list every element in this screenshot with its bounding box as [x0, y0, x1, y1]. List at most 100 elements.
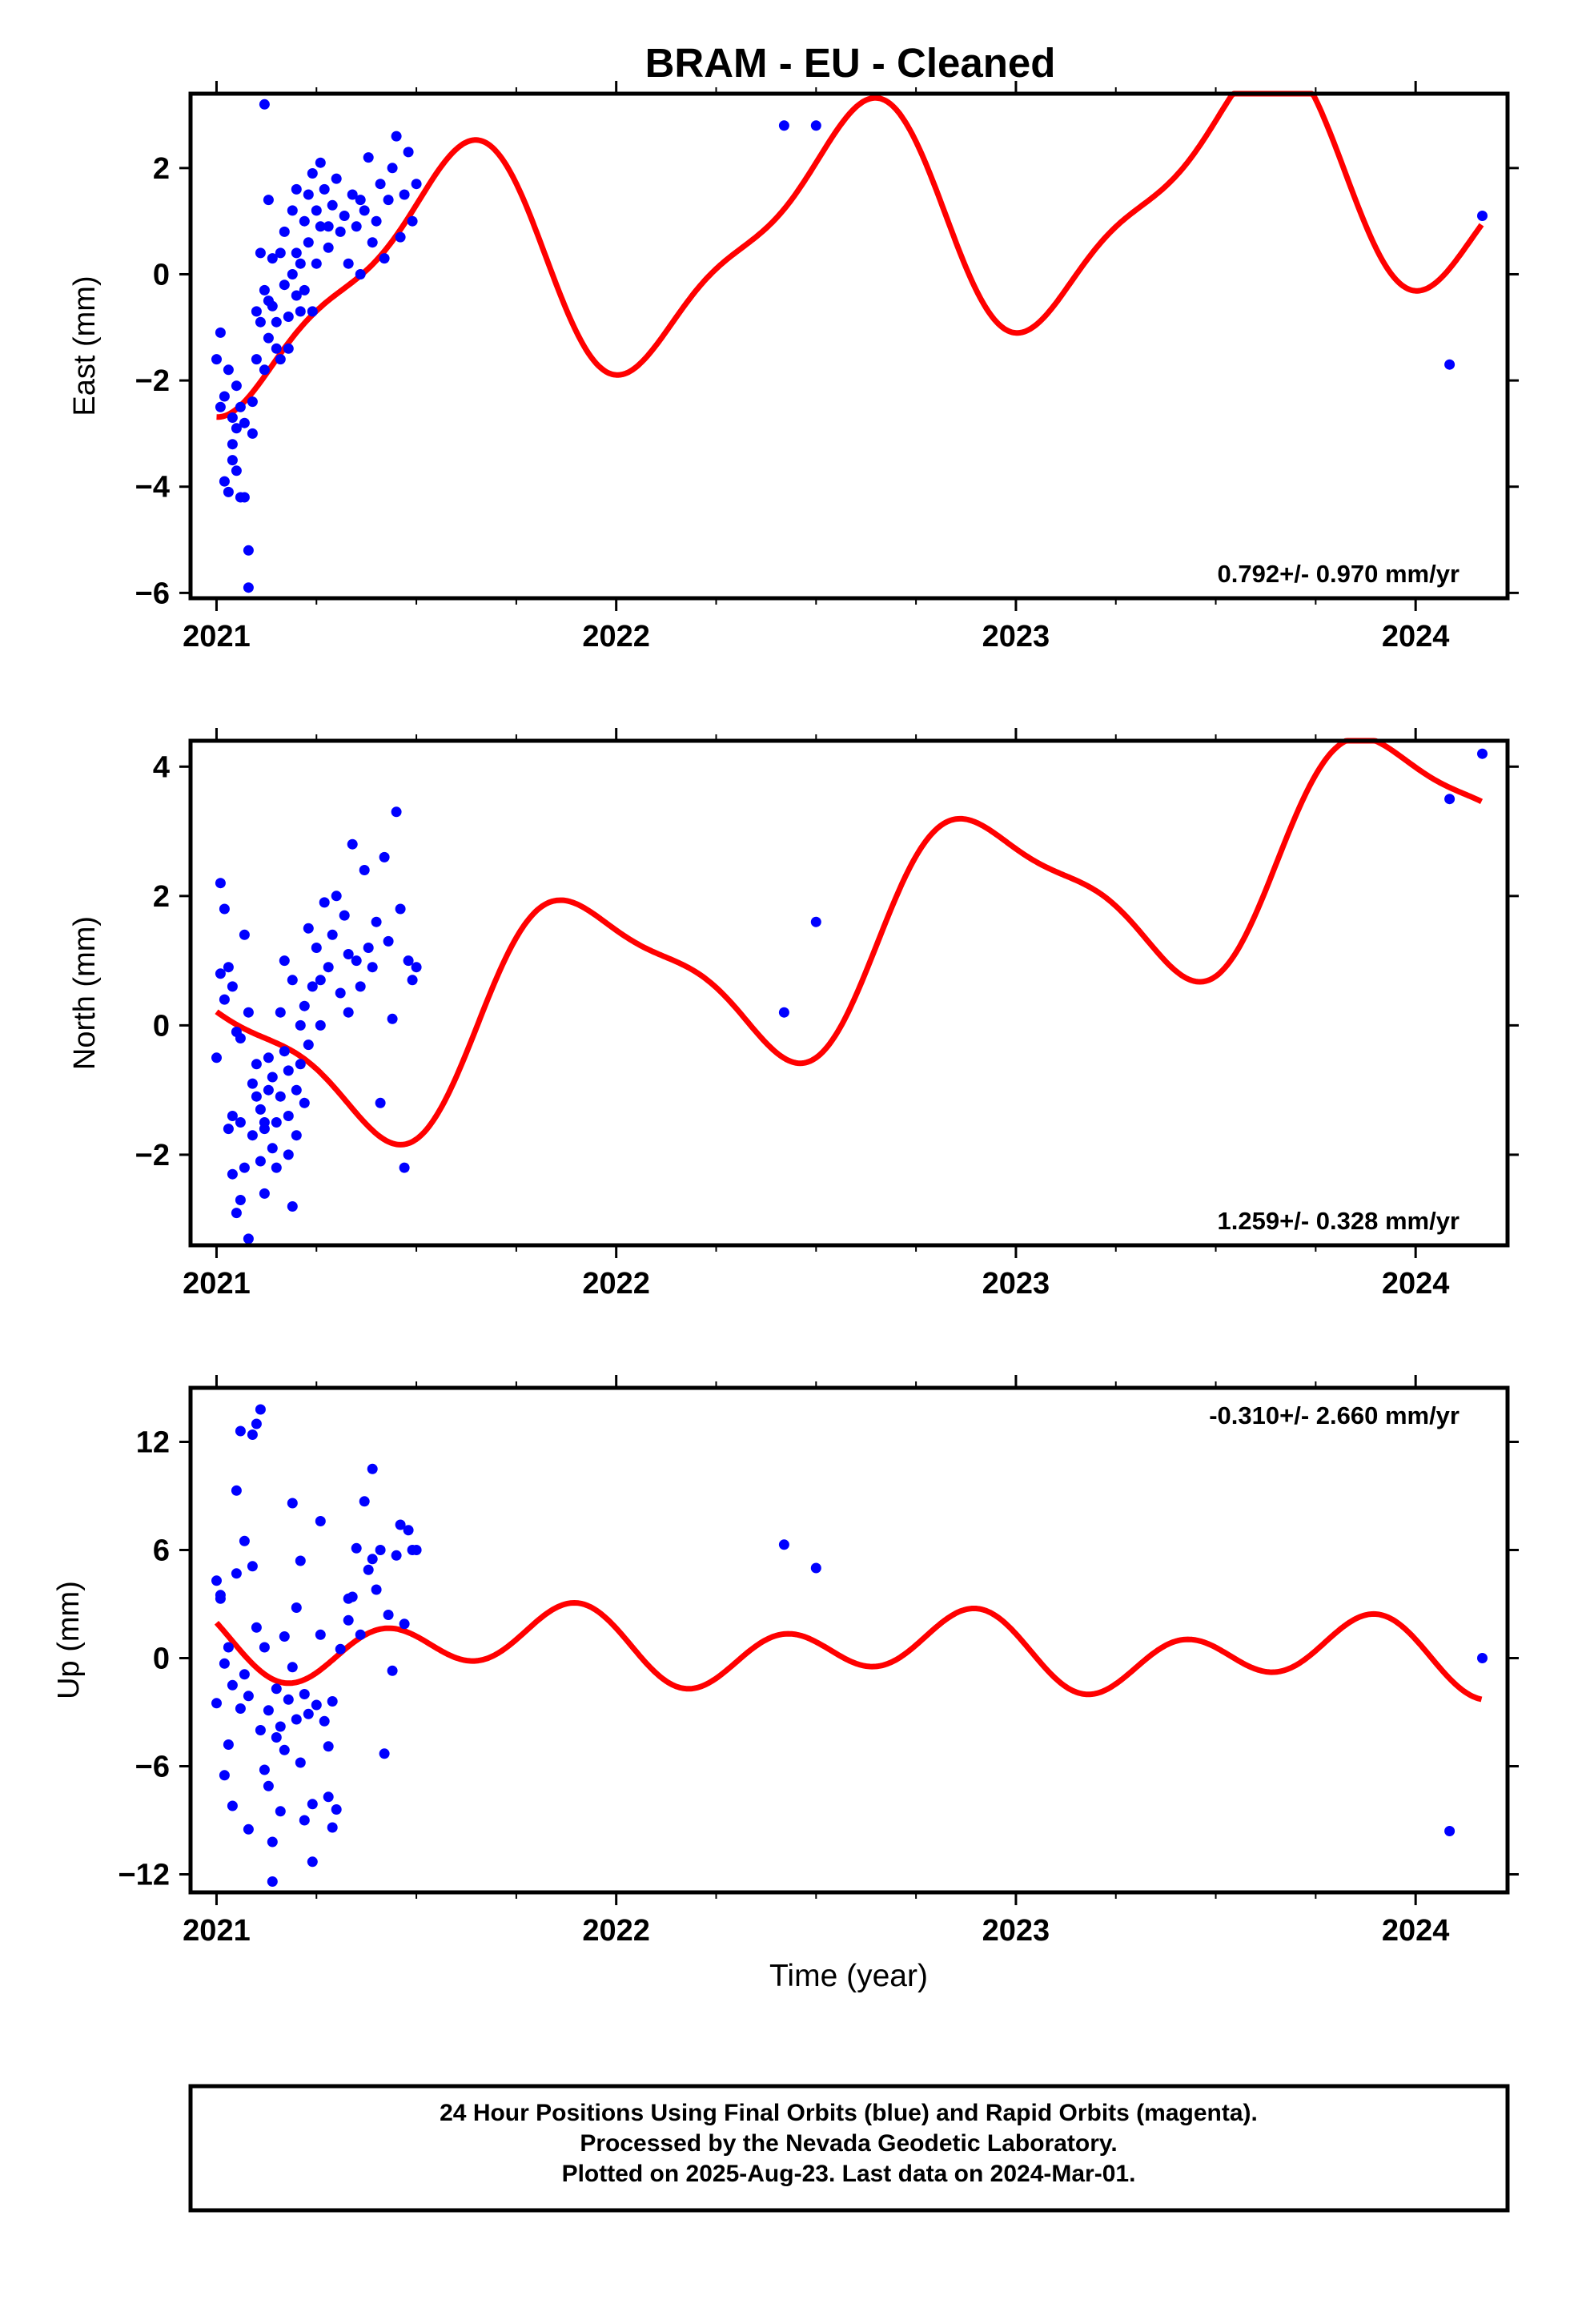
north-data-point [215, 878, 226, 889]
north-data-point [263, 1084, 274, 1096]
chart-title: BRAM - EU - Cleaned [645, 40, 1056, 86]
up-ticks [179, 1375, 1519, 1905]
up-y-tick-label: 6 [153, 1534, 170, 1568]
east-points [211, 99, 1488, 593]
north-data-point [223, 962, 234, 973]
up-data-point [259, 1642, 270, 1653]
north-data-point [263, 1052, 274, 1063]
north-data-point [395, 903, 406, 915]
east-data-point [291, 183, 302, 195]
east-data-point [271, 316, 282, 328]
north-y-axis-label: North (mm) [68, 916, 102, 1070]
east-tick-labels: 2021 2022 2023 2024 −6 −4 −2 0 2 [135, 152, 1450, 653]
east-data-point [251, 354, 262, 365]
north-data-point [411, 962, 422, 973]
east-data-point [363, 152, 374, 163]
up-data-point [223, 1739, 234, 1750]
east-data-point [291, 290, 302, 301]
north-data-point [323, 962, 334, 973]
east-data-point [383, 195, 394, 206]
up-data-point [299, 1689, 310, 1699]
east-y-tick-label: 0 [153, 258, 170, 292]
up-data-point [375, 1545, 386, 1555]
north-data-point [215, 968, 226, 979]
north-data-point [211, 1052, 222, 1063]
east-data-point [387, 163, 398, 174]
north-data-point [283, 1111, 294, 1121]
up-data-point [279, 1744, 290, 1755]
east-data-point [351, 221, 362, 232]
up-data-point [259, 1764, 270, 1775]
north-data-point [299, 1000, 310, 1011]
east-data-point [323, 242, 334, 253]
north-x-tick-label: 2021 [183, 1267, 251, 1301]
up-data-point [267, 1836, 278, 1848]
footer-line-2: Processed by the Nevada Geodetic Laborat… [580, 2130, 1117, 2157]
x-axis-label: Time (year) [769, 1959, 928, 1993]
up-data-point [303, 1708, 314, 1719]
east-data-point [275, 354, 286, 365]
north-data-point [259, 1117, 270, 1128]
north-data-point [275, 1007, 286, 1018]
up-data-point [399, 1618, 410, 1630]
north-data-point [259, 1188, 270, 1199]
up-data-point [327, 1822, 338, 1833]
north-panel: 2021 2022 2023 2024 −2 0 2 4 North (mm) 1.259+/… [68, 728, 1519, 1301]
north-data-point [399, 1162, 410, 1173]
east-data-point [331, 173, 342, 184]
up-data-point [319, 1715, 330, 1727]
up-data-point [335, 1643, 346, 1655]
up-data-point [231, 1568, 242, 1579]
east-data-point [287, 205, 298, 216]
footer-line-3: Plotted on 2025-Aug-23. Last data on 202… [562, 2161, 1136, 2187]
east-data-point [227, 439, 238, 450]
up-data-point [383, 1610, 394, 1620]
north-data-point [255, 1104, 266, 1115]
east-data-point [279, 279, 290, 291]
east-data-point [1444, 359, 1456, 370]
up-data-point [243, 1691, 254, 1702]
north-data-point [283, 1065, 294, 1076]
east-data-point [327, 199, 338, 211]
east-y-tick-label: −4 [135, 471, 170, 505]
north-data-point [351, 955, 362, 967]
up-x-tick-label: 2021 [183, 1914, 251, 1948]
east-data-point [223, 364, 234, 376]
east-data-point [235, 401, 246, 412]
north-plot-frame [188, 738, 1510, 1248]
up-data-point [311, 1699, 322, 1711]
up-data-point [287, 1498, 298, 1509]
east-data-point [263, 332, 274, 344]
north-data-point [287, 1201, 298, 1212]
east-data-point [299, 215, 310, 227]
north-data-point [291, 1130, 302, 1141]
up-y-tick-label: 12 [136, 1426, 170, 1460]
east-data-point [379, 253, 390, 264]
up-data-point [235, 1703, 246, 1714]
up-x-tick-label: 2024 [1382, 1914, 1450, 1948]
east-data-point [343, 258, 354, 269]
east-data-point [275, 247, 286, 259]
north-data-point [1444, 794, 1456, 805]
east-data-point [239, 417, 250, 428]
east-data-point [287, 269, 298, 279]
east-y-tick-label: −6 [135, 577, 170, 610]
east-data-point [283, 312, 294, 322]
north-data-point [343, 949, 354, 959]
east-data-point [407, 215, 418, 227]
east-data-point [315, 157, 326, 168]
up-y-tick-label: 0 [153, 1642, 170, 1676]
up-data-point [243, 1823, 254, 1835]
north-data-point [339, 910, 350, 921]
north-data-point [227, 1111, 238, 1121]
up-data-point [235, 1425, 246, 1437]
up-rate-label: -0.310+/- 2.660 mm/yr [1209, 1401, 1460, 1429]
north-tick-labels: 2021 2022 2023 2024 −2 0 2 4 [135, 750, 1450, 1301]
up-data-point [295, 1555, 306, 1566]
up-data-point [211, 1698, 222, 1709]
north-data-point [247, 1130, 258, 1141]
east-data-point [307, 306, 318, 317]
up-plot-frame [188, 1385, 1510, 1895]
north-data-point [295, 1059, 306, 1070]
north-data-point [367, 962, 378, 973]
